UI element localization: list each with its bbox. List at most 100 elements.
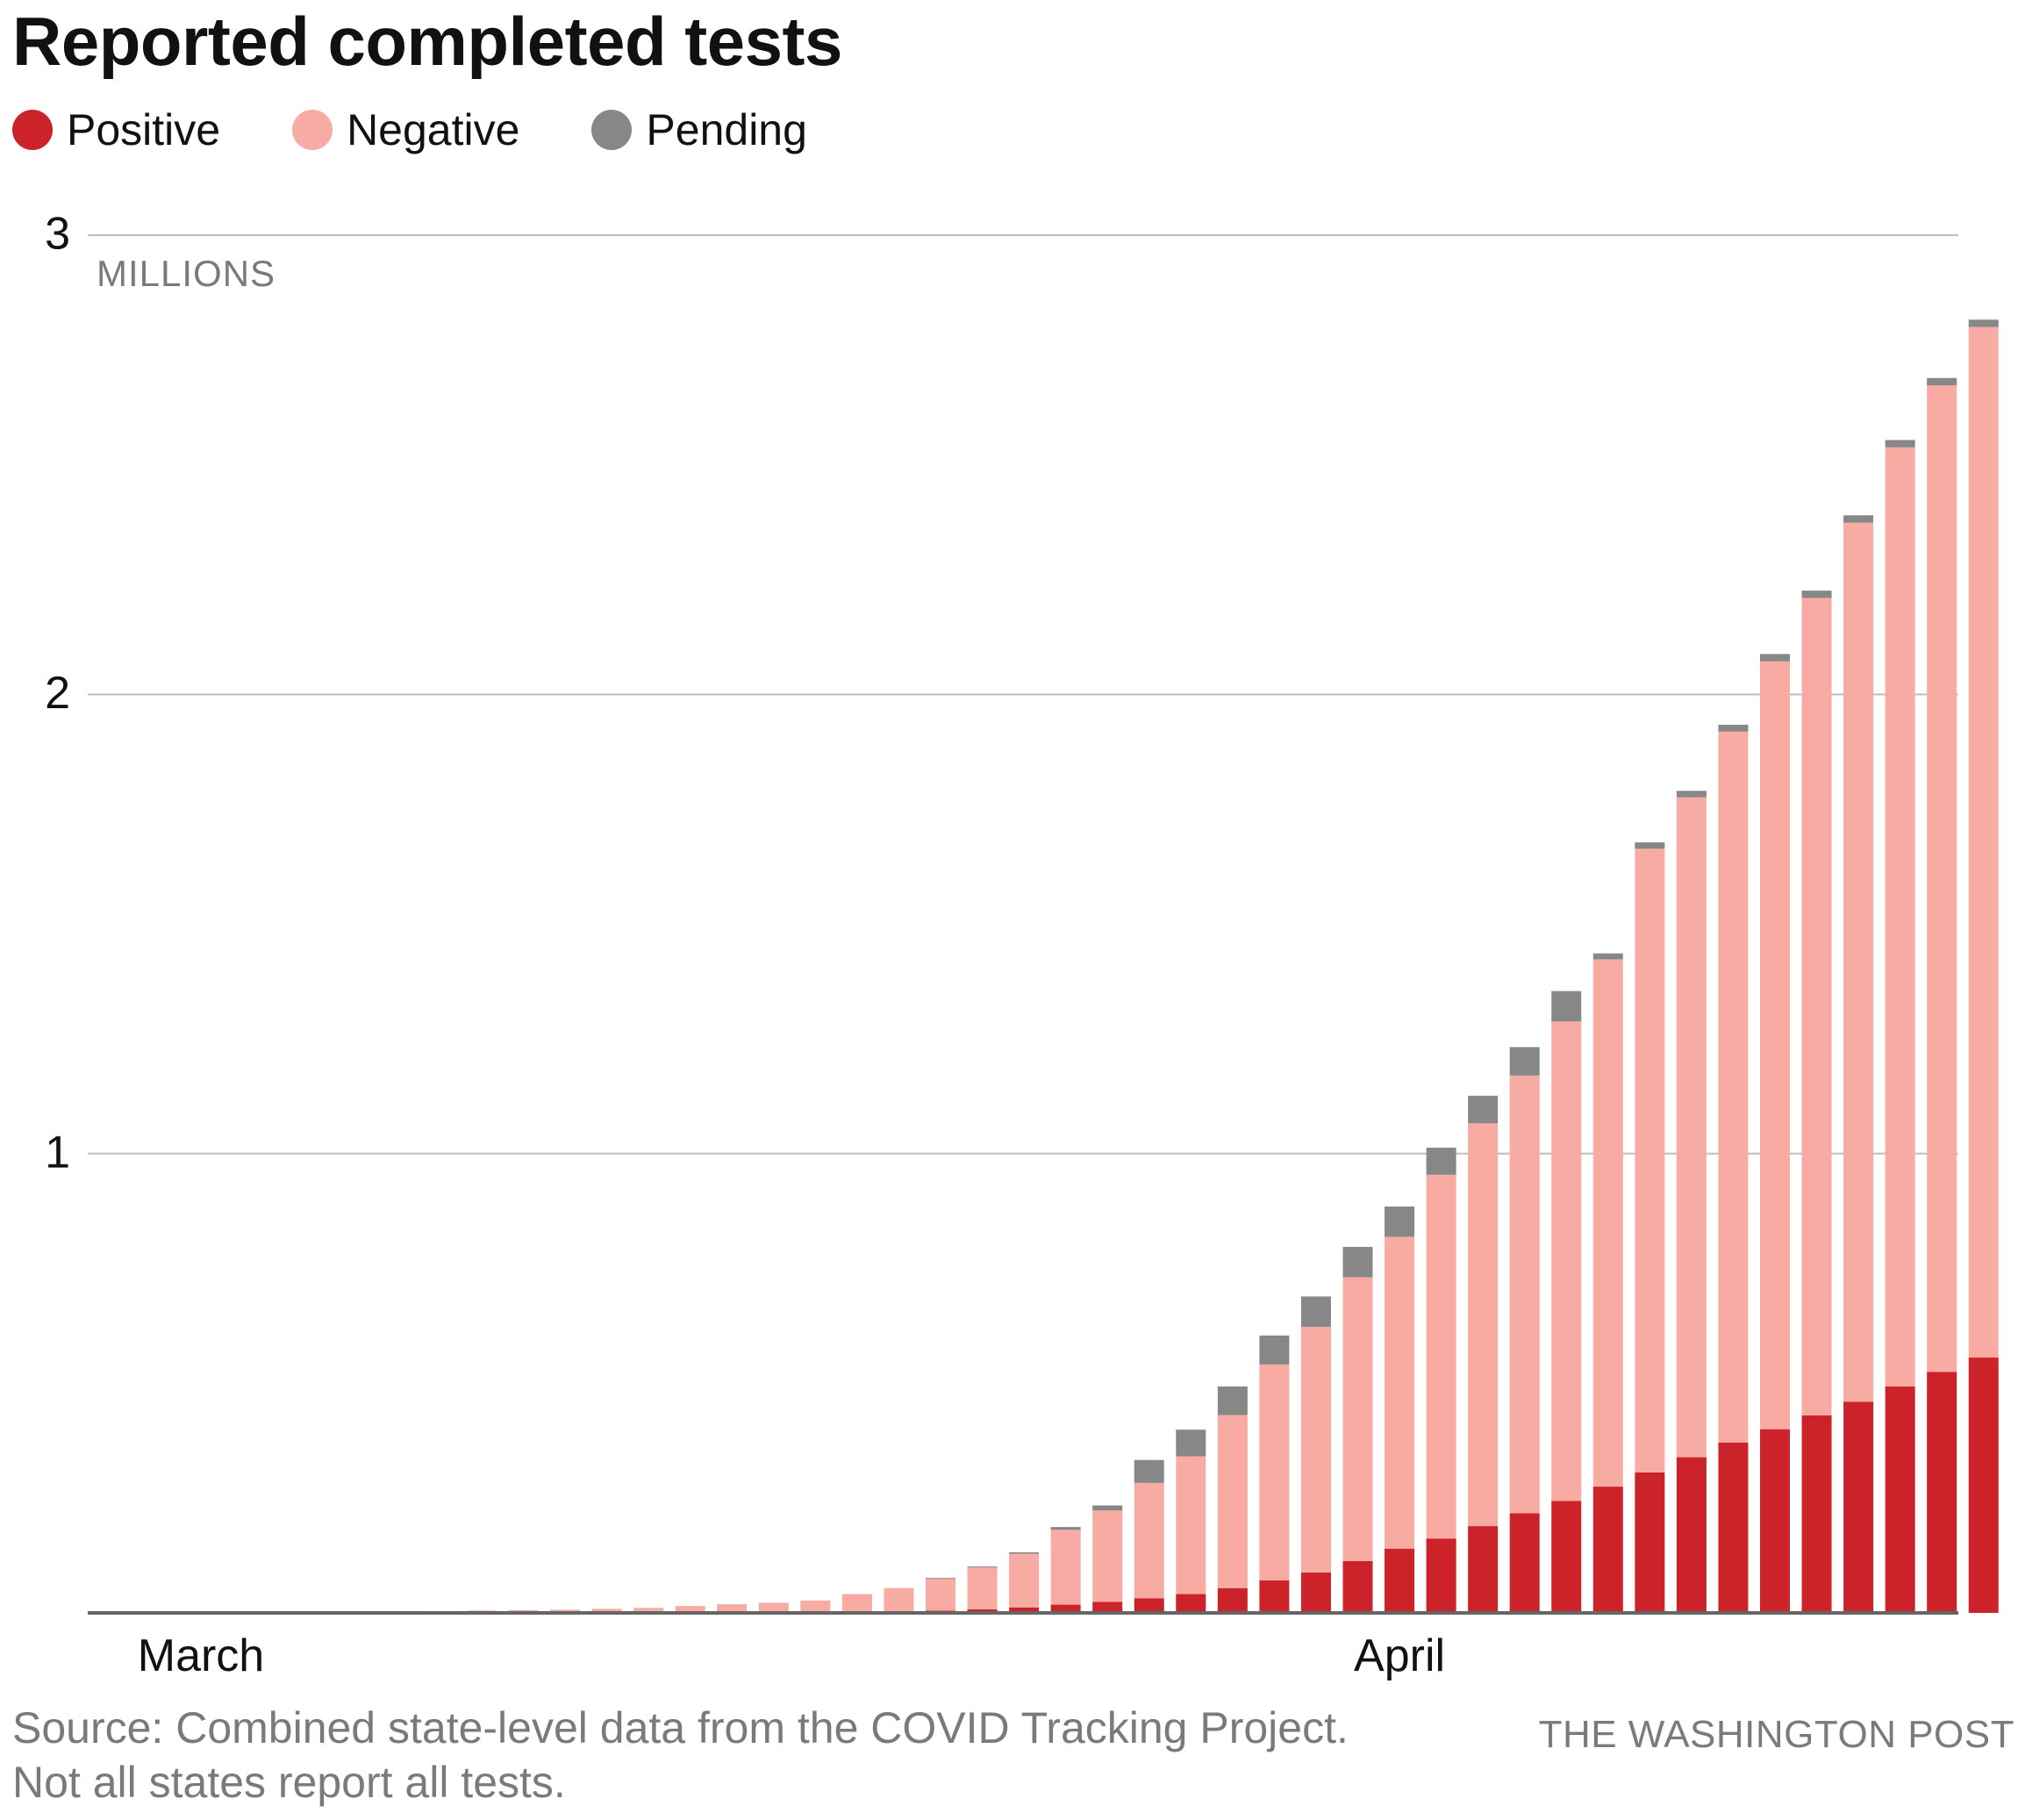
bar-negative-17 xyxy=(758,1602,789,1613)
bar-positive-38 xyxy=(1635,1472,1665,1613)
bar-negative-40 xyxy=(1718,731,1749,1443)
bar-negative-38 xyxy=(1635,849,1665,1472)
legend-label-negative: Negative xyxy=(347,105,520,154)
bar-negative-36 xyxy=(1551,1021,1582,1501)
bar-negative-30 xyxy=(1300,1326,1331,1573)
bar-positive-26 xyxy=(1134,1598,1164,1613)
bar-positive-40 xyxy=(1718,1442,1749,1613)
bar-negative-29 xyxy=(1259,1364,1290,1580)
bar-positive-27 xyxy=(1176,1594,1206,1613)
publisher-credit: THE WASHINGTON POST xyxy=(1538,1713,2014,1756)
bar-positive-25 xyxy=(1092,1601,1123,1613)
bar-pending-21 xyxy=(926,1578,955,1580)
bar-pending-44 xyxy=(1885,440,1915,448)
y-tick-label: 2 xyxy=(45,668,70,719)
legend-swatch-positive xyxy=(12,110,53,150)
bar-pending-38 xyxy=(1635,842,1665,849)
bar-positive-42 xyxy=(1801,1415,1832,1613)
source-line-1: Source: Combined state-level data from t… xyxy=(12,1703,1349,1752)
bar-positive-44 xyxy=(1885,1386,1915,1613)
bar-negative-19 xyxy=(841,1594,872,1612)
bar-negative-39 xyxy=(1676,797,1707,1458)
bar-pending-41 xyxy=(1760,654,1790,662)
bar-pending-46 xyxy=(1968,319,1999,327)
bar-negative-31 xyxy=(1342,1277,1373,1561)
bar-negative-24 xyxy=(1050,1530,1081,1605)
bar-negative-15 xyxy=(675,1606,705,1613)
bar-positive-37 xyxy=(1592,1487,1623,1613)
legend-label-positive: Positive xyxy=(67,105,221,154)
bar-positive-29 xyxy=(1259,1580,1290,1613)
bar-positive-35 xyxy=(1509,1513,1540,1613)
bar-pending-34 xyxy=(1468,1095,1499,1124)
bar-negative-20 xyxy=(884,1587,914,1612)
bar-negative-26 xyxy=(1134,1482,1164,1599)
bar-positive-43 xyxy=(1843,1401,1874,1613)
bar-negative-34 xyxy=(1468,1123,1499,1527)
legend-item-pending: Pending xyxy=(591,104,807,155)
bar-pending-30 xyxy=(1300,1296,1331,1327)
bar-pending-23 xyxy=(1009,1551,1040,1554)
bar-negative-25 xyxy=(1092,1510,1123,1602)
source-note: Source: Combined state-level data from t… xyxy=(12,1701,1349,1809)
bar-positive-22 xyxy=(967,1609,998,1613)
bar-pending-31 xyxy=(1342,1246,1373,1278)
legend-swatch-negative xyxy=(292,110,333,150)
bar-pending-26 xyxy=(1134,1459,1164,1483)
bar-positive-23 xyxy=(1009,1607,1040,1613)
bar-positive-36 xyxy=(1551,1501,1582,1613)
bar-pending-45 xyxy=(1927,377,1957,386)
bar-positive-30 xyxy=(1300,1572,1331,1613)
bar-negative-41 xyxy=(1760,661,1790,1429)
bar-negative-43 xyxy=(1843,522,1874,1402)
x-tick-label-april: April xyxy=(1354,1630,1445,1681)
bar-positive-34 xyxy=(1468,1526,1499,1613)
bar-pending-33 xyxy=(1426,1147,1456,1175)
bar-pending-25 xyxy=(1092,1505,1123,1511)
bar-pending-43 xyxy=(1843,515,1874,523)
bar-positive-41 xyxy=(1760,1429,1790,1613)
bar-pending-22 xyxy=(967,1566,998,1568)
bar-negative-35 xyxy=(1509,1075,1540,1514)
legend-item-positive: Positive xyxy=(12,104,220,155)
bar-positive-39 xyxy=(1676,1457,1707,1613)
bar-negative-16 xyxy=(717,1604,748,1613)
bar-pending-42 xyxy=(1801,591,1832,598)
bar-negative-22 xyxy=(967,1566,998,1609)
bar-negative-46 xyxy=(1968,326,1999,1358)
bar-negative-27 xyxy=(1176,1456,1206,1594)
stacked-bar-chart: 1 2 3 MILLIONS March April xyxy=(45,209,1999,1681)
bar-negative-45 xyxy=(1927,385,1957,1372)
bar-positive-45 xyxy=(1927,1372,1957,1613)
bar-positive-33 xyxy=(1426,1538,1456,1613)
chart-title: Reported completed tests xyxy=(12,3,842,80)
bar-pending-39 xyxy=(1676,791,1707,798)
bar-pending-35 xyxy=(1509,1047,1540,1076)
bar-pending-27 xyxy=(1176,1429,1206,1457)
bar-pending-40 xyxy=(1718,724,1749,732)
bar-negative-14 xyxy=(633,1608,664,1613)
bar-pending-37 xyxy=(1592,953,1623,960)
bar-pending-36 xyxy=(1551,991,1582,1021)
bar-negative-21 xyxy=(926,1578,955,1611)
bar-pending-29 xyxy=(1259,1335,1290,1365)
bar-negative-13 xyxy=(591,1609,622,1613)
bar-positive-24 xyxy=(1050,1604,1081,1613)
bar-pending-28 xyxy=(1217,1386,1248,1415)
legend-item-negative: Negative xyxy=(292,104,519,155)
bar-positive-28 xyxy=(1217,1587,1248,1613)
y-tick-label: 1 xyxy=(45,1127,70,1178)
bar-positive-32 xyxy=(1385,1548,1415,1613)
legend: Positive Negative Pending xyxy=(12,102,879,158)
bar-negative-33 xyxy=(1426,1174,1456,1539)
bar-negative-28 xyxy=(1217,1415,1248,1588)
bar-negative-23 xyxy=(1009,1553,1040,1608)
legend-swatch-pending xyxy=(591,110,633,150)
legend-label-pending: Pending xyxy=(646,105,807,154)
x-tick-label-march: March xyxy=(138,1630,264,1681)
bar-negative-42 xyxy=(1801,598,1832,1415)
bar-positive-46 xyxy=(1968,1358,1999,1613)
source-line-2: Not all states report all tests. xyxy=(12,1758,566,1807)
bar-pending-24 xyxy=(1050,1527,1081,1530)
bar-positive-31 xyxy=(1342,1560,1373,1613)
